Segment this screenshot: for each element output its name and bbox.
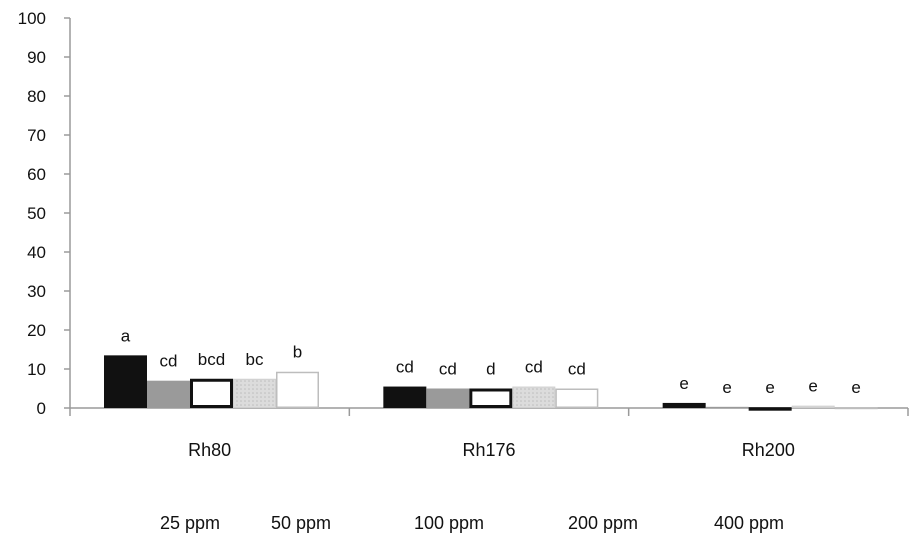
significance-letter: e [808,377,817,396]
bar-rh200-s4 [791,405,835,409]
significance-letter: bc [246,350,264,369]
significance-letter: bcd [198,350,225,369]
y-tick-label: 30 [27,282,46,301]
y-tick-label: 80 [27,87,46,106]
axes: 0 10 20 30 40 50 60 70 80 90 100 [18,9,909,418]
significance-letter: a [121,326,131,345]
legend: 25 ppm 50 ppm 100 ppm 200 ppm 400 ppm [160,513,784,533]
bar-rh200-s1 [662,402,706,408]
significance-letter: cd [439,360,457,379]
y-tick-label: 70 [27,126,46,145]
significance-labels: acd bcd bc bcd cd d cd cde e e e e [121,326,861,397]
bar-rh80-s2 [147,380,190,409]
bar-rh176-s5 [555,388,599,408]
bar-rh200-s3 [748,407,792,411]
significance-letter: e [679,374,688,393]
bar-rh200-s5 [834,407,878,410]
category-label: Rh176 [462,440,515,460]
legend-entry: 100 ppm [414,513,484,533]
significance-letter: e [722,378,731,397]
legend-entry: 200 ppm [568,513,638,533]
y-tick-label: 0 [37,399,46,418]
significance-letter: cd [525,358,543,377]
bar-rh80-s3 [190,378,233,408]
category-labels: Rh80 Rh176 Rh200 [188,440,795,460]
category-label: Rh80 [188,440,231,460]
significance-letter: d [486,360,495,379]
legend-entry: 400 ppm [714,513,784,533]
bar-rh176-s3 [469,388,513,408]
bar-rh176-s2 [426,388,470,408]
y-tick-label: 40 [27,243,46,262]
significance-letter: e [851,378,860,397]
bar-rh176-s4 [512,386,556,408]
legend-entry: 25 ppm [160,513,220,533]
y-tick-label: 50 [27,204,46,223]
significance-letter: cd [160,352,178,371]
bar-rh200-s2 [705,406,749,409]
bar-rh80-s1 [104,355,147,409]
y-tick-label: 100 [18,9,46,28]
bars [104,355,878,411]
significance-letter: e [765,378,774,397]
y-tick-label: 90 [27,48,46,67]
category-label: Rh200 [742,440,795,460]
bar-rh80-s4 [233,378,276,408]
y-tick-label: 60 [27,165,46,184]
y-tick-label: 10 [27,360,46,379]
y-tick-label: 20 [27,321,46,340]
significance-letter: b [293,343,302,362]
legend-entry: 50 ppm [271,513,331,533]
bar-rh176-s1 [383,386,427,408]
significance-letter: cd [396,358,414,377]
significance-letter: cd [568,360,586,379]
bar-rh80-s5 [276,371,319,409]
